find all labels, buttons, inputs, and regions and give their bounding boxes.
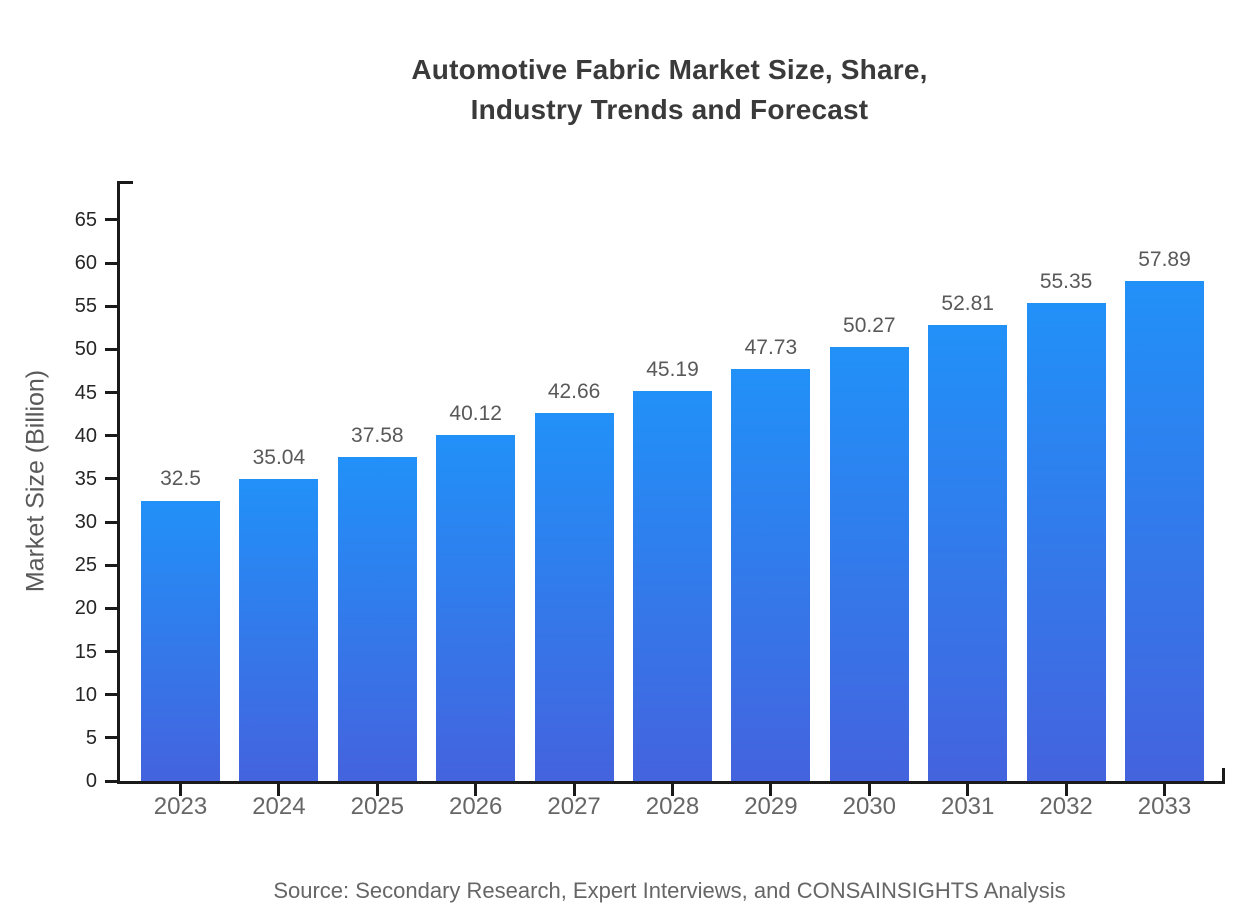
bar-2027 (534, 412, 614, 781)
x-axis-tick-2023 (179, 781, 182, 796)
chart-title-line-1: Automotive Fabric Market Size, Share, (411, 54, 928, 85)
bar-2033 (1125, 281, 1204, 781)
bar-value-label-2030: 50.27 (843, 314, 896, 338)
y-axis-tick-60 (105, 261, 117, 265)
y-axis-tick-40 (105, 434, 117, 438)
bar-value-label-2031: 52.81 (941, 292, 994, 316)
x-axis-tick-label-2029: 2029 (744, 793, 798, 820)
x-axis-tick-2027 (572, 781, 576, 796)
x-axis-tick-label-2024: 2024 (252, 793, 306, 820)
x-axis-tick-label-2032: 2032 (1039, 793, 1093, 820)
bar-value-label-2032: 55.35 (1039, 270, 1093, 294)
y-axis-tick-label-30: 30 (74, 511, 97, 534)
x-axis-tick-label-2031: 2031 (940, 793, 995, 820)
source-note: Source: Secondary Research, Expert Inter… (273, 878, 1066, 903)
y-axis-tick-label-10: 10 (74, 683, 97, 706)
x-axis-tick-label-2030: 2030 (842, 793, 896, 820)
y-axis-tick-15 (105, 650, 117, 654)
chart-title: Automotive Fabric Market Size, Share, In… (117, 50, 1222, 130)
y-axis-tick-50 (105, 347, 117, 351)
bar-2028 (633, 390, 712, 781)
y-axis-tick-label-20: 20 (74, 597, 97, 620)
y-axis-tick-label-65: 65 (74, 208, 97, 231)
y-axis-tick-label-55: 55 (74, 295, 97, 318)
y-axis-tick-label-5: 5 (85, 726, 97, 749)
x-axis-tick-label-2033: 2033 (1137, 793, 1192, 820)
x-axis-tick-2028 (671, 781, 674, 796)
y-axis-tick-label-40: 40 (74, 424, 97, 447)
bar-value-label-2026: 40.12 (449, 401, 502, 425)
bar-value-label-2023: 32.5 (160, 467, 201, 491)
x-axis-tick-2029 (769, 781, 773, 796)
x-axis-tick-2026 (474, 781, 478, 796)
y-axis-tick-0 (105, 779, 117, 783)
x-axis-tick-2032 (1064, 781, 1068, 796)
bar-2023 (141, 500, 220, 781)
x-axis-tick-2024 (277, 781, 281, 796)
bar-2031 (928, 325, 1008, 781)
bar-value-label-2027: 42.66 (547, 379, 601, 403)
x-axis-tick-label-2027: 2027 (547, 793, 601, 820)
bar-value-label-2029: 47.73 (744, 336, 798, 360)
x-axis-tick-label-2023: 2023 (153, 793, 208, 820)
x-axis-tick-2033 (1163, 781, 1166, 796)
y-axis-tick-label-0: 0 (85, 770, 97, 792)
y-axis-tick-20 (105, 606, 117, 610)
y-axis-tick-5 (105, 736, 117, 740)
y-axis-tick-label-45: 45 (74, 381, 97, 404)
y-axis-tick-45 (105, 391, 117, 395)
x-axis-tick-label-2028: 2028 (645, 793, 700, 820)
x-axis-tick-2025 (375, 781, 379, 796)
y-axis-tick-65 (105, 218, 117, 222)
bar-2029 (731, 369, 811, 781)
x-axis-right-cap (1222, 768, 1225, 781)
bar-value-label-2024: 35.04 (252, 445, 306, 469)
y-axis-tick-label-60: 60 (74, 252, 97, 275)
bar-2030 (829, 347, 909, 781)
y-axis-tick-label-35: 35 (74, 467, 97, 490)
y-axis-tick-label-50: 50 (74, 338, 97, 361)
y-axis-tick-10 (105, 693, 117, 697)
y-axis-tick-label-25: 25 (74, 554, 97, 577)
y-axis-tick-35 (105, 477, 117, 481)
x-axis-tick-label-2026: 2026 (448, 793, 503, 820)
chart-title-line-2: Industry Trends and Forecast (470, 94, 869, 125)
y-axis-top-cap (120, 181, 133, 184)
bar-2025 (337, 456, 417, 781)
bar-value-label-2028: 45.19 (646, 357, 699, 381)
bar-2026 (436, 434, 516, 781)
bar-2032 (1026, 303, 1106, 781)
bar-value-label-2033: 57.89 (1138, 248, 1191, 272)
y-axis-tick-25 (105, 563, 117, 567)
y-axis-tick-55 (105, 304, 117, 308)
bar-2024 (239, 478, 319, 781)
x-axis-tick-2031 (966, 781, 970, 796)
plot-area: 0 5 10 15 20 25 30 35 40 45 50 55 60 65 32.5 2023 35.04 2… (75, 181, 1225, 820)
x-axis-tick-label-2025: 2025 (350, 793, 404, 820)
y-axis-tick-30 (105, 520, 117, 524)
y-axis-tick-label-15: 15 (74, 640, 97, 663)
bar-value-label-2025: 37.58 (351, 423, 404, 447)
x-axis-tick-2030 (867, 781, 871, 796)
